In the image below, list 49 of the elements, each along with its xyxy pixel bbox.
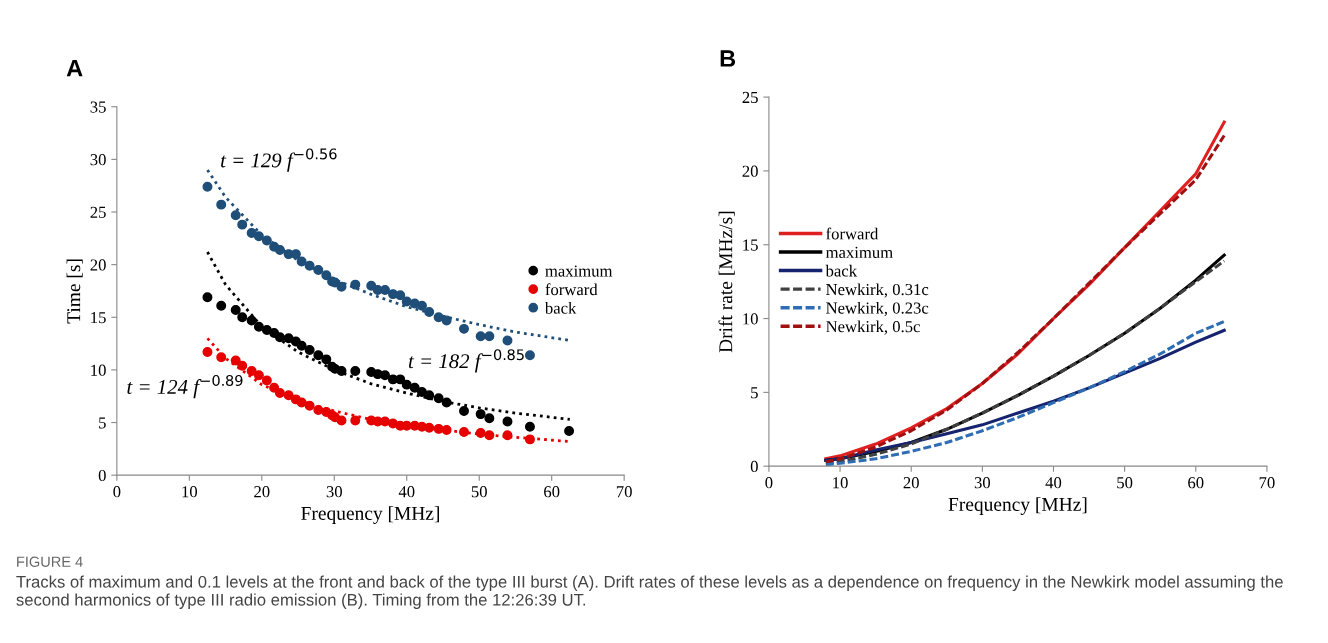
x-tick-label: 50 xyxy=(471,486,487,498)
x-tick-label: 30 xyxy=(326,486,342,498)
legend-label: forward xyxy=(826,227,879,240)
y-axis-title: Drift rate [MHz/s] xyxy=(718,211,735,353)
y-tick-label: 15 xyxy=(743,239,758,251)
x-tick-label: 60 xyxy=(544,486,560,498)
y-tick-label: 20 xyxy=(90,259,106,271)
legend-label: maximum xyxy=(545,265,613,277)
x-tick-label: 60 xyxy=(1188,477,1204,489)
x-axis-title: Frequency [MHz] xyxy=(948,497,1087,515)
y-tick-label: 5 xyxy=(99,417,106,429)
x-tick-label: 20 xyxy=(903,477,919,489)
x-tick-label: 40 xyxy=(398,486,415,498)
x-tick-label: 10 xyxy=(833,477,848,489)
chart-title: A xyxy=(66,60,83,77)
x-axis-title: Frequency [MHz] xyxy=(301,506,439,524)
legend-label: maximum xyxy=(825,246,893,259)
y-tick-label: 5 xyxy=(751,387,758,399)
x-tick-label: 30 xyxy=(974,477,991,489)
caption: FIGURE 4 xyxy=(17,556,83,567)
x-tick-label: 10 xyxy=(182,486,198,498)
annotation: t = 124 f$^{−0.89}$ xyxy=(127,374,243,399)
x-tick-label: 40 xyxy=(1045,477,1062,489)
y-axis-title: Time [s] xyxy=(66,259,83,324)
legend-label: Newkirk, 0.31c xyxy=(826,283,929,298)
text: Tracks of maximum and 0.1 levels at the front and back of the type III burst (A). Drift rates of these levels as a dependence on frequency in the Newkirk model assuming the second harmonics of type III radio emission (B). Timing from the 12:26:39 UT. xyxy=(16,575,1283,609)
y-tick-label: 10 xyxy=(91,364,106,376)
annotation: t = 129 f$^{−0.56}$ xyxy=(221,148,337,172)
y-tick-label: 15 xyxy=(91,312,106,324)
x-tick-label: 0 xyxy=(113,486,121,498)
x-tick-label: 70 xyxy=(1259,477,1275,489)
y-tick-label: 10 xyxy=(743,313,758,325)
x-tick-label: 50 xyxy=(1117,477,1133,489)
legend-label: back xyxy=(544,302,577,314)
y-tick-label: 25 xyxy=(90,206,106,218)
legend-label: Newkirk, 0.5c xyxy=(826,320,920,335)
y-tick-label: 0 xyxy=(750,460,758,473)
chart-title: B xyxy=(720,50,736,67)
y-tick-label: 35 xyxy=(90,101,106,113)
x-tick-label: 70 xyxy=(616,486,632,498)
y-tick-label: 30 xyxy=(90,154,106,166)
x-tick-label: 20 xyxy=(254,486,270,498)
y-tick-label: 25 xyxy=(742,91,758,104)
legend-label: Newkirk, 0.23c xyxy=(826,301,929,317)
annotation: t = 182 f$^{−0.85}$ xyxy=(408,349,524,373)
legend-label: forward xyxy=(545,283,598,296)
x-tick-label: 0 xyxy=(765,477,773,489)
y-tick-label: 20 xyxy=(742,165,758,177)
legend-label: back xyxy=(825,264,858,277)
